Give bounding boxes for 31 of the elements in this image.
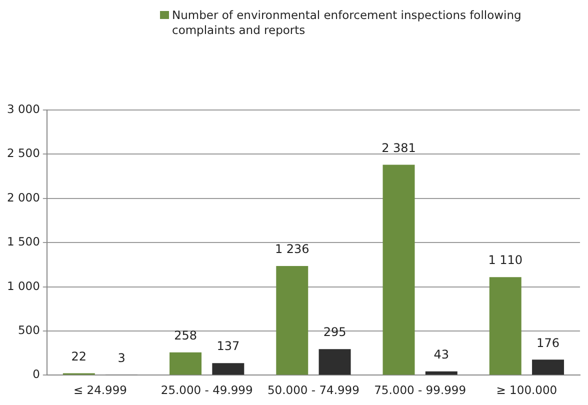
bar [170,352,202,375]
bar [318,349,351,375]
y-tick-label: 500 [18,322,40,337]
data-label: 3 [118,351,126,366]
bar [489,277,522,375]
y-tick-label: 3 000 [6,102,40,116]
x-tick-label: 25.000 - 49.999 [160,383,253,398]
data-label: 137 [216,339,240,354]
data-label: 43 [434,348,450,362]
bar [532,360,564,375]
y-tick-label: 0 [32,367,40,382]
data-label: 258 [174,328,197,343]
x-tick-label: 50.000 - 74.999 [267,383,360,398]
bar [382,164,415,375]
bar [425,371,458,375]
x-tick-label: ≤ 24.999 [73,383,127,398]
data-label: 1 236 [274,242,310,256]
data-label: 1 110 [488,253,523,268]
bar [212,363,244,375]
x-tick-label: ≥ 100.000 [496,383,558,398]
y-tick-label: 1 000 [6,278,40,293]
data-label: 295 [323,325,346,340]
data-label: 22 [71,349,87,364]
bar [276,266,308,375]
y-tick-label: 2 500 [6,146,40,160]
x-tick-label: 75.000 - 99.999 [374,383,466,398]
y-tick-label: 2 000 [6,190,40,204]
data-label: 176 [536,336,560,350]
legend-label: Number of environmental enforcement inspections following complaints and reports [172,8,522,38]
data-label: 2 381 [382,140,416,155]
y-tick-label: 1 500 [6,234,40,249]
